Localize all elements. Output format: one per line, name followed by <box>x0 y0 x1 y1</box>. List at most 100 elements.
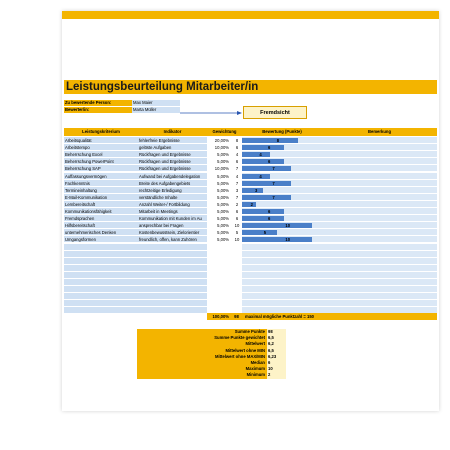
comment-cell[interactable] <box>322 215 437 223</box>
empty-cell[interactable] <box>322 257 437 265</box>
empty-cell[interactable] <box>207 286 231 294</box>
empty-cell[interactable] <box>207 300 231 308</box>
empty-cell[interactable] <box>64 279 138 286</box>
empty-cell[interactable] <box>64 257 138 265</box>
empty-cell[interactable] <box>231 264 242 272</box>
empty-cell[interactable] <box>207 257 231 265</box>
points-cell[interactable]: 5 <box>231 229 242 237</box>
empty-cell[interactable] <box>322 271 437 279</box>
empty-cell[interactable] <box>242 250 322 258</box>
points-cell[interactable]: 8 <box>231 137 242 144</box>
empty-cell[interactable] <box>64 300 138 308</box>
empty-cell[interactable] <box>64 286 138 294</box>
weight-cell[interactable]: 10,00% <box>207 144 231 152</box>
empty-cell[interactable] <box>242 293 322 301</box>
empty-cell[interactable] <box>242 300 322 308</box>
empty-cell[interactable] <box>64 271 138 279</box>
empty-cell[interactable] <box>138 243 207 251</box>
points-cell[interactable]: 6 <box>231 144 242 152</box>
weight-cell[interactable]: 20,00% <box>207 137 231 144</box>
empty-cell[interactable] <box>138 307 207 315</box>
weight-cell[interactable]: 5,00% <box>207 193 231 201</box>
empty-cell[interactable] <box>322 286 437 294</box>
empty-cell[interactable] <box>231 257 242 265</box>
points-cell[interactable]: 4 <box>231 151 242 159</box>
comment-cell[interactable] <box>322 144 437 152</box>
empty-cell[interactable] <box>64 307 138 315</box>
empty-cell[interactable] <box>242 271 322 279</box>
weight-cell[interactable]: 5,00% <box>207 229 231 237</box>
points-cell[interactable]: 6 <box>231 215 242 223</box>
comment-cell[interactable] <box>322 222 437 230</box>
empty-cell[interactable] <box>231 279 242 286</box>
comment-cell[interactable] <box>322 179 437 187</box>
weight-cell[interactable]: 5,00% <box>207 158 231 166</box>
empty-cell[interactable] <box>207 279 231 286</box>
empty-cell[interactable] <box>64 293 138 301</box>
empty-cell[interactable] <box>242 264 322 272</box>
weight-cell[interactable]: 5,00% <box>207 179 231 187</box>
comment-cell[interactable] <box>322 158 437 166</box>
weight-cell[interactable]: 5,00% <box>207 215 231 223</box>
points-cell[interactable]: 7 <box>231 179 242 187</box>
weight-cell[interactable]: 5,00% <box>207 151 231 159</box>
empty-cell[interactable] <box>207 293 231 301</box>
empty-cell[interactable] <box>207 243 231 251</box>
empty-cell[interactable] <box>322 264 437 272</box>
empty-cell[interactable] <box>242 243 322 251</box>
comment-cell[interactable] <box>322 208 437 215</box>
person-value[interactable]: Max Maier <box>132 100 180 106</box>
weight-cell[interactable]: 5,00% <box>207 222 231 230</box>
comment-cell[interactable] <box>322 151 437 159</box>
comment-cell[interactable] <box>322 236 437 244</box>
points-cell[interactable]: 3 <box>231 186 242 194</box>
weight-cell[interactable]: 5,00% <box>207 200 231 208</box>
points-cell[interactable]: 6 <box>231 158 242 166</box>
empty-cell[interactable] <box>207 271 231 279</box>
comment-cell[interactable] <box>322 137 437 144</box>
empty-cell[interactable] <box>231 293 242 301</box>
weight-cell[interactable]: 5,00% <box>207 236 231 244</box>
empty-cell[interactable] <box>64 264 138 272</box>
weight-cell[interactable]: 5,00% <box>207 172 231 180</box>
points-cell[interactable]: 6 <box>231 208 242 215</box>
empty-cell[interactable] <box>231 300 242 308</box>
empty-cell[interactable] <box>322 250 437 258</box>
empty-cell[interactable] <box>138 300 207 308</box>
empty-cell[interactable] <box>207 250 231 258</box>
empty-cell[interactable] <box>231 286 242 294</box>
weight-cell[interactable]: 5,00% <box>207 208 231 215</box>
comment-cell[interactable] <box>322 200 437 208</box>
comment-cell[interactable] <box>322 193 437 201</box>
points-cell[interactable]: 10 <box>231 222 242 230</box>
empty-cell[interactable] <box>322 279 437 286</box>
comment-cell[interactable] <box>322 165 437 173</box>
weight-cell[interactable]: 5,00% <box>207 186 231 194</box>
points-cell[interactable]: 10 <box>231 236 242 244</box>
empty-cell[interactable] <box>322 243 437 251</box>
points-cell[interactable]: 4 <box>231 172 242 180</box>
empty-cell[interactable] <box>138 264 207 272</box>
points-cell[interactable]: 7 <box>231 193 242 201</box>
empty-cell[interactable] <box>138 286 207 294</box>
empty-cell[interactable] <box>231 250 242 258</box>
empty-cell[interactable] <box>138 293 207 301</box>
empty-cell[interactable] <box>231 243 242 251</box>
empty-cell[interactable] <box>138 279 207 286</box>
empty-cell[interactable] <box>64 250 138 258</box>
empty-cell[interactable] <box>138 250 207 258</box>
empty-cell[interactable] <box>207 264 231 272</box>
empty-cell[interactable] <box>242 286 322 294</box>
points-cell[interactable]: 2 <box>231 200 242 208</box>
comment-cell[interactable] <box>322 229 437 237</box>
points-cell[interactable]: 7 <box>231 165 242 173</box>
empty-cell[interactable] <box>242 257 322 265</box>
rater-value[interactable]: Marta Müller <box>132 107 180 113</box>
empty-cell[interactable] <box>64 243 138 251</box>
comment-cell[interactable] <box>322 172 437 180</box>
empty-cell[interactable] <box>138 257 207 265</box>
empty-cell[interactable] <box>322 300 437 308</box>
empty-cell[interactable] <box>138 271 207 279</box>
empty-cell[interactable] <box>322 293 437 301</box>
empty-cell[interactable] <box>231 271 242 279</box>
